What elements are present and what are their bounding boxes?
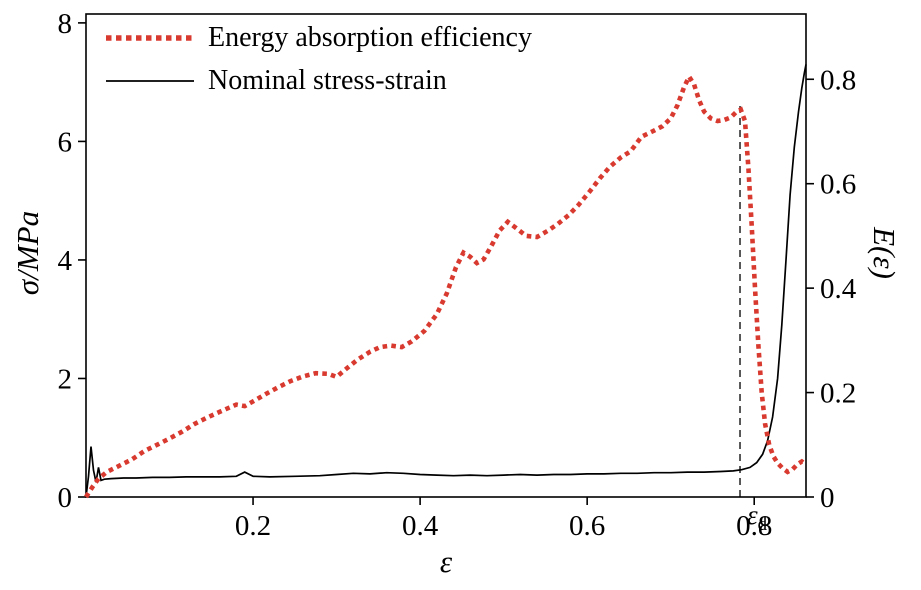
y-axis-left-title: σ/MPa (10, 211, 46, 295)
nominal-stress-strain-curve (85, 64, 807, 498)
tick-label: 0.2 (820, 378, 856, 410)
x-axis-title: ε (439, 544, 453, 579)
tick-label: 0.4 (402, 510, 439, 542)
solid-line-icon (106, 80, 194, 82)
tick-label: 0.6 (569, 510, 605, 542)
tick-label: 6 (58, 126, 73, 158)
energy-absorption-efficiency-curve (84, 71, 808, 499)
tick-label: 0.8 (820, 64, 856, 96)
tick-label: 4 (58, 245, 73, 277)
plot-frame (85, 13, 807, 498)
tick-label: 0.4 (820, 273, 857, 305)
epsilon-symbol: ε (747, 499, 758, 530)
tick-label: 0.2 (235, 510, 271, 542)
y-axis-right-title: E(ε) (867, 227, 902, 279)
tick-label: 0 (820, 482, 835, 514)
tick-label: 8 (58, 8, 73, 40)
tick-label: 2 (58, 363, 73, 395)
epsilon-subscript: d (757, 514, 768, 536)
tick-label: 0.6 (820, 169, 856, 201)
legend-label-energy-efficiency: Energy absorption efficiency (208, 22, 532, 53)
dotted-line-icon (106, 35, 194, 41)
legend-item-nominal-stress: Nominal stress-strain (104, 67, 532, 95)
sigma-unit: /MPa (10, 210, 45, 280)
tick-label: 0 (58, 482, 73, 514)
sigma-symbol: σ (10, 279, 45, 296)
densification-strain-annotation: εd (747, 500, 767, 536)
legend-label-nominal-stress: Nominal stress-strain (208, 65, 447, 96)
tick-label: 0.8 (736, 510, 772, 542)
legend: Energy absorption efficiency Nominal str… (104, 24, 532, 95)
legend-item-energy-efficiency: Energy absorption efficiency (104, 24, 532, 52)
